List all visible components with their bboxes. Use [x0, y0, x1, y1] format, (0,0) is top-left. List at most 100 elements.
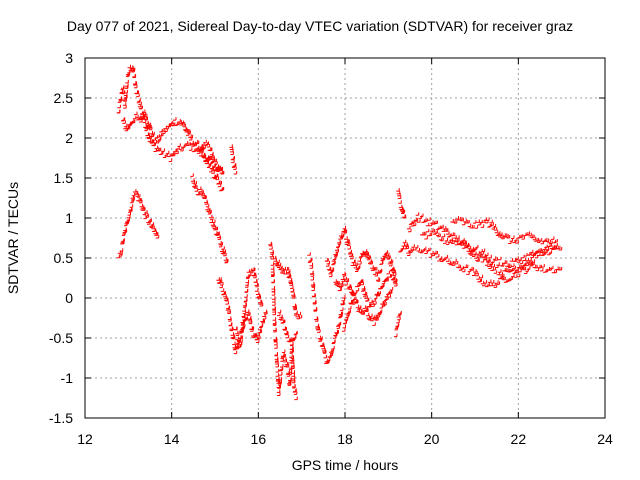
- data-point: [272, 306, 276, 310]
- data-point: [270, 249, 274, 254]
- plot-frame: [84, 57, 606, 419]
- data-point: [218, 279, 223, 284]
- data-point: [288, 278, 293, 282]
- data-point: [334, 329, 338, 334]
- data-point: [435, 254, 440, 258]
- data-point: [229, 326, 233, 330]
- data-point: [494, 257, 498, 261]
- data-point: [201, 192, 205, 197]
- data-point: [206, 157, 210, 162]
- data-point: [320, 342, 324, 346]
- data-point: [389, 287, 394, 291]
- data-point: [340, 233, 345, 238]
- data-point: [194, 139, 199, 144]
- data-point: [277, 392, 281, 396]
- data-point: [519, 260, 524, 265]
- data-point: [231, 156, 235, 160]
- data-point: [117, 109, 121, 114]
- data-point: [348, 300, 352, 304]
- data-point: [365, 251, 369, 256]
- data-point: [219, 242, 223, 246]
- data-point: [435, 232, 440, 237]
- data-point: [472, 220, 477, 224]
- data-point: [422, 232, 427, 236]
- data-point: [453, 220, 458, 224]
- data-point: [153, 230, 157, 235]
- data-point: [434, 251, 438, 255]
- data-point: [440, 224, 444, 229]
- data-point: [150, 222, 155, 226]
- data-point: [202, 155, 207, 159]
- data-point: [145, 120, 149, 125]
- data-point: [251, 267, 256, 272]
- data-point: [475, 272, 479, 277]
- data-point: [148, 218, 152, 223]
- data-point: [362, 291, 367, 295]
- data-point: [397, 195, 402, 199]
- data-point: [340, 300, 344, 305]
- data-point: [310, 277, 314, 281]
- data-point: [191, 178, 195, 182]
- data-point: [425, 222, 430, 227]
- data-point: [123, 105, 127, 109]
- data-point: [438, 236, 443, 241]
- data-point: [416, 248, 420, 252]
- data-point: [283, 359, 287, 363]
- data-point: [309, 265, 314, 269]
- data-point: [161, 148, 165, 152]
- data-point: [278, 380, 282, 385]
- data-point: [294, 396, 298, 401]
- data-point: [275, 361, 279, 365]
- x-tick-label: 24: [597, 431, 613, 447]
- data-point: [298, 315, 303, 319]
- data-point: [119, 248, 124, 252]
- data-point: [511, 235, 515, 239]
- data-point: [273, 338, 278, 342]
- data-point: [281, 319, 286, 323]
- data-point: [311, 293, 316, 297]
- data-point: [493, 284, 498, 288]
- data-point: [247, 272, 252, 277]
- data-point: [210, 154, 215, 159]
- chart-title: Day 077 of 2021, Sidereal Day-to-day VTE…: [66, 18, 574, 34]
- data-point: [271, 296, 276, 300]
- data-point: [528, 258, 532, 262]
- data-point: [124, 89, 128, 94]
- data-point: [395, 323, 400, 327]
- data-point: [140, 115, 144, 119]
- data-point: [459, 217, 463, 221]
- data-point: [230, 332, 234, 336]
- data-point: [125, 83, 129, 87]
- data-point: [122, 120, 126, 124]
- data-point: [293, 306, 297, 311]
- data-point: [142, 112, 147, 116]
- data-point: [337, 321, 342, 326]
- data-point: [360, 310, 364, 315]
- data-point: [222, 291, 226, 295]
- data-point: [273, 328, 277, 333]
- data-point: [143, 124, 147, 128]
- data-point: [490, 222, 494, 226]
- data-point: [486, 217, 490, 221]
- data-point: [529, 249, 534, 254]
- data-point: [326, 260, 330, 265]
- data-point: [264, 311, 268, 315]
- data-point: [342, 324, 346, 329]
- data-point: [257, 335, 261, 340]
- data-point: [355, 304, 360, 309]
- data-point: [547, 239, 551, 244]
- data-point: [457, 264, 462, 269]
- data-point: [271, 279, 275, 284]
- data-point: [200, 147, 205, 151]
- data-point: [548, 250, 553, 254]
- data-point: [442, 226, 447, 230]
- data-point: [291, 379, 296, 384]
- data-point: [290, 288, 295, 293]
- data-point: [239, 335, 244, 339]
- data-point: [463, 218, 467, 223]
- data-point: [225, 259, 229, 263]
- data-point: [364, 307, 368, 311]
- data-point: [364, 295, 368, 299]
- data-point: [204, 199, 208, 204]
